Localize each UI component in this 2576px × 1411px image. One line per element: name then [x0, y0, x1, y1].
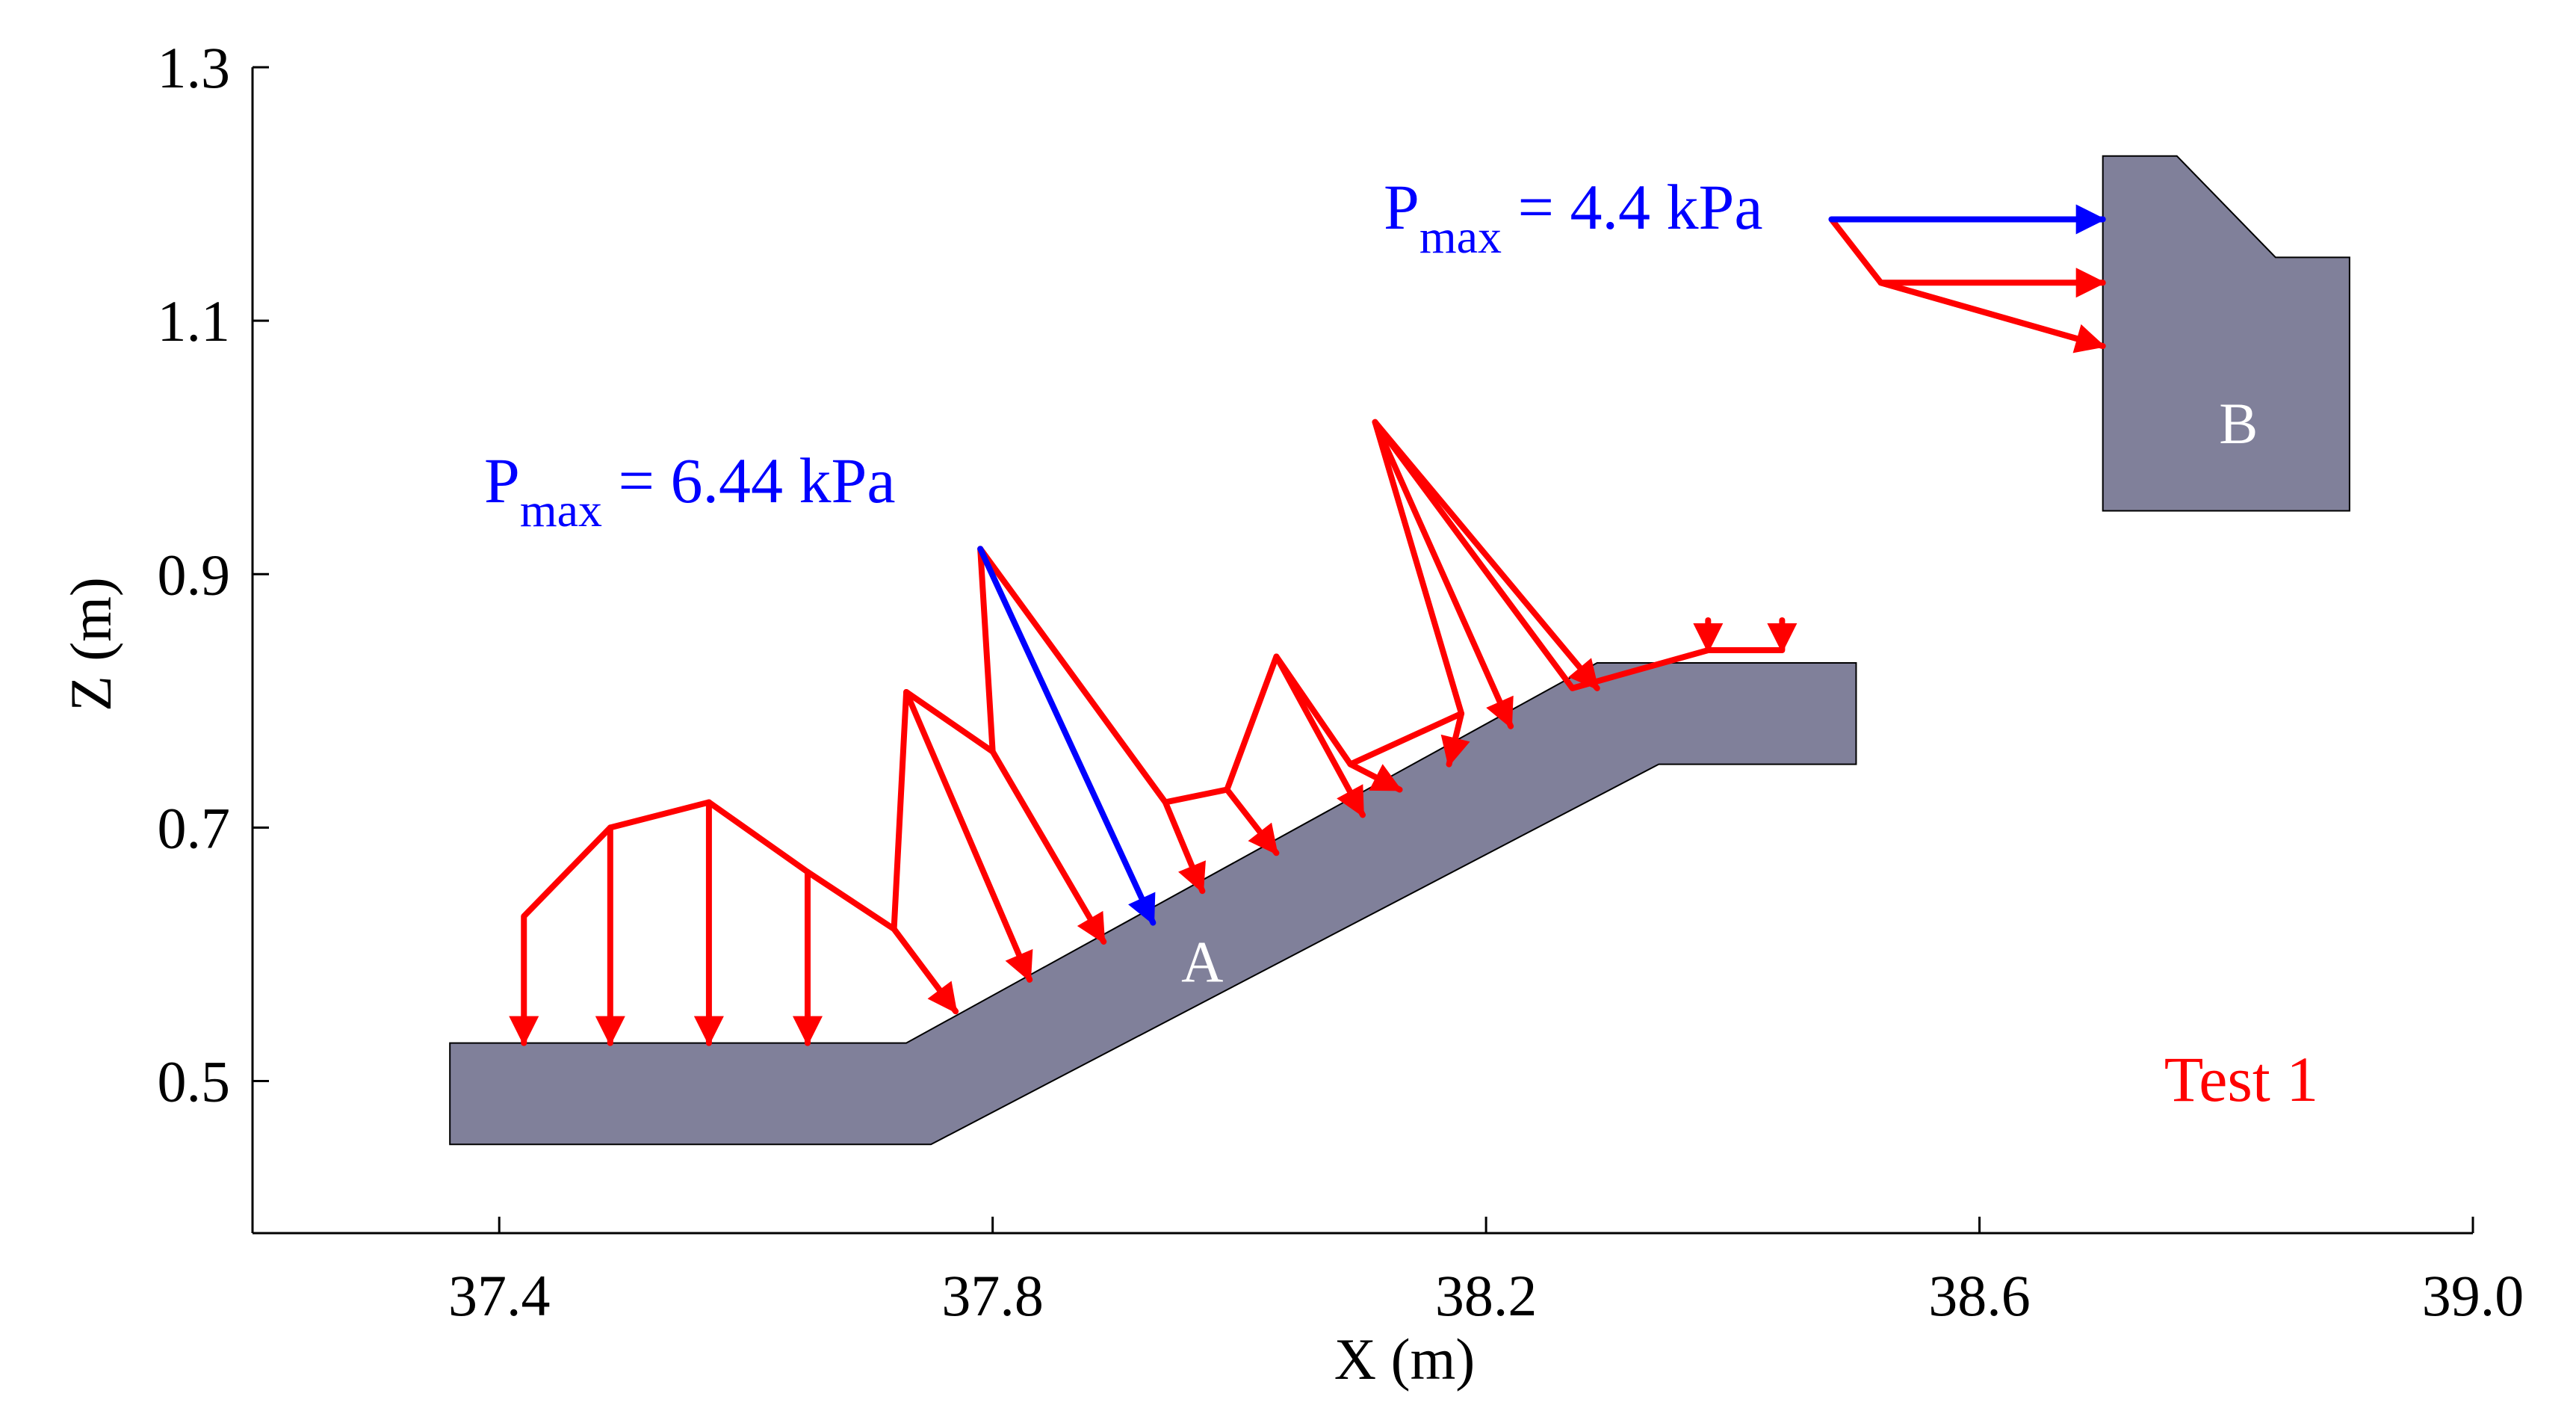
y-ticks: 0.5 0.7 0.9 1.1 1.3 — [158, 35, 269, 1114]
x-ticks: 37.4 37.8 38.2 38.6 39.0 — [448, 1217, 2524, 1328]
x-tick-label: 37.8 — [941, 1263, 1044, 1328]
structure-label-b: B — [2219, 391, 2258, 456]
x-tick-label: 38.6 — [1928, 1263, 2031, 1328]
pmax-b-value: = 4.4 kPa — [1502, 171, 1763, 243]
test-label: Test 1 — [2164, 1043, 2319, 1115]
pressure-arrow-a — [1372, 419, 1600, 691]
pressure-arrow-b — [1877, 280, 2106, 353]
pressure-arrow-a — [903, 688, 1033, 983]
structure-b — [2102, 155, 2350, 512]
pressure-arrow-a — [1162, 799, 1206, 895]
y-tick-label: 0.5 — [158, 1049, 231, 1114]
y-tick-label: 1.3 — [158, 35, 231, 100]
pressure-arrow-a — [1347, 761, 1403, 793]
pmax-label-a: Pmax = 6.44 kPa — [484, 445, 896, 537]
x-axis-label: X (m) — [1334, 1327, 1475, 1392]
y-tick-label: 0.7 — [158, 795, 231, 860]
y-tick-label: 1.1 — [158, 288, 231, 353]
pressure-arrow-a — [891, 926, 959, 1015]
structures — [449, 155, 2350, 1146]
pmax-b-subscript: max — [1419, 210, 1502, 263]
x-tick-label: 38.2 — [1435, 1263, 1538, 1328]
pmax-label-b: Pmax = 4.4 kPa — [1384, 171, 1763, 263]
x-tick-label: 37.4 — [448, 1263, 551, 1328]
pressure-arrow-a — [989, 748, 1107, 945]
pmax-a-symbol: P — [484, 445, 520, 516]
y-axis-label: Z (m) — [58, 577, 123, 711]
pressure-arrow-a — [1273, 653, 1366, 818]
pmax-b-symbol: P — [1384, 171, 1419, 243]
pressure-arrow-a — [1372, 419, 1514, 729]
y-tick-label: 0.9 — [158, 542, 231, 607]
pressure-arrow-a — [1224, 786, 1280, 856]
pmax-a-subscript: max — [520, 484, 602, 537]
axes: 37.4 37.8 38.2 38.6 39.0 0.5 0.7 0.9 1.1 1.3 — [158, 35, 2524, 1328]
pmax-arrow-a — [977, 546, 1157, 926]
structure-label-a: A — [1181, 929, 1223, 994]
x-tick-label: 39.0 — [2422, 1263, 2524, 1328]
pressure-arrow-a — [1440, 710, 1470, 768]
pressure-arrows — [509, 204, 2106, 1046]
structure-a — [449, 661, 1857, 1146]
pmax-a-value: = 6.44 kPa — [602, 445, 896, 516]
